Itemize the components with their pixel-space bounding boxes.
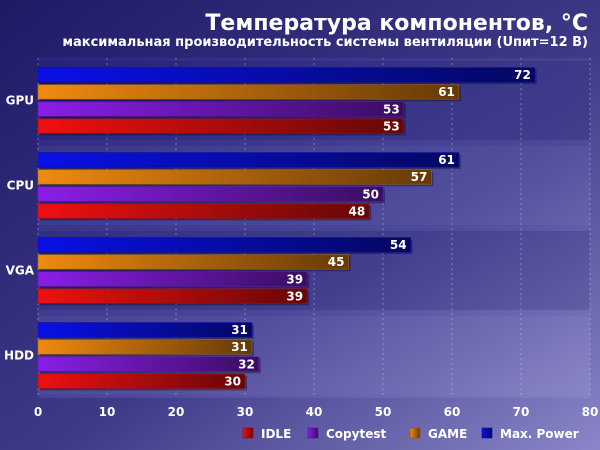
x-tick-label: 50 [375,405,392,419]
bar [37,356,260,372]
legend-label: IDLE [261,427,291,441]
category-label: VGA [6,264,35,278]
legend-label: Max. Power [500,427,579,441]
data-label: 39 [286,289,303,303]
data-label: 53 [383,102,400,116]
x-tick-label: 30 [237,405,254,419]
bar [37,152,460,168]
data-label: 53 [383,119,400,133]
bar [37,254,349,270]
data-label: 72 [514,68,531,82]
data-label: 31 [231,340,248,354]
data-label: 32 [238,357,255,371]
legend-label: Copytest [326,427,386,441]
category-label: HDD [4,349,34,363]
bar [37,84,460,100]
bar [37,271,308,287]
data-label: 30 [224,374,241,388]
bar [37,339,253,355]
x-tick-label: 60 [444,405,461,419]
category-label: CPU [7,179,34,193]
legend-swatch [481,427,493,439]
data-label: 54 [390,238,407,252]
bar [37,118,405,134]
x-tick-label: 40 [306,405,323,419]
data-label: 39 [286,272,303,286]
bar [37,67,536,83]
data-label: 50 [362,187,379,201]
x-tick-label: 80 [582,405,599,419]
chart-subtitle: максимальная производительность системы … [62,35,588,50]
bar [37,373,246,389]
legend-swatch [242,427,254,439]
data-label: 48 [348,204,365,218]
bar [37,169,432,185]
bar [37,101,405,117]
bar [37,203,370,219]
data-label: 45 [328,255,345,269]
data-label: 61 [438,85,455,99]
x-tick-label: 0 [34,405,42,419]
legend-swatch [409,427,421,439]
legend-swatch [307,427,319,439]
bar [37,322,253,338]
x-tick-label: 10 [99,405,116,419]
data-label: 61 [438,153,455,167]
data-label: 31 [231,323,248,337]
bar [37,237,411,253]
data-label: 57 [411,170,428,184]
x-tick-label: 20 [168,405,185,419]
bar [37,288,308,304]
legend-label: GAME [428,427,467,441]
category-label: GPU [6,94,34,108]
x-tick-label: 70 [513,405,530,419]
chart-title: Температура компонентов, °C [205,11,588,36]
bar [37,186,384,202]
